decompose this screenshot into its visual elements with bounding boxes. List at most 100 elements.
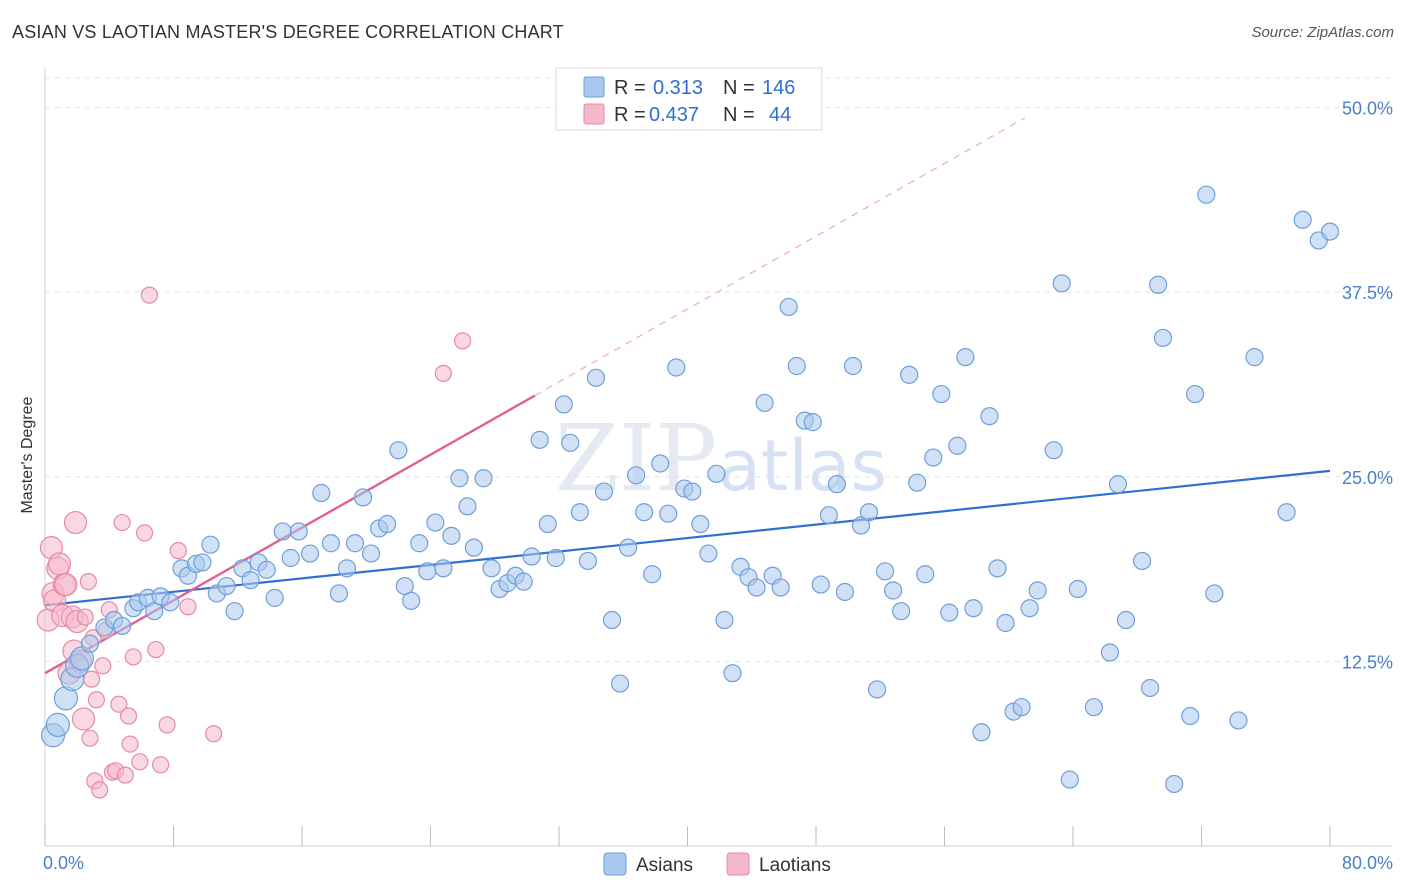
asian-point <box>464 538 483 557</box>
trend-lines <box>44 117 1331 675</box>
asian-point <box>651 454 670 473</box>
asian-point <box>683 482 702 501</box>
legend-r-label-asians: R = <box>614 77 646 99</box>
laotian-point <box>91 781 109 799</box>
asian-point <box>602 610 622 630</box>
laotian-point <box>147 640 165 659</box>
asian-point <box>1084 698 1103 717</box>
x-tick-labels: 0.0% 80.0% <box>43 853 1393 873</box>
asian-point <box>389 441 408 460</box>
asian-point <box>691 514 710 534</box>
y-tick-label: 37.5% <box>1342 283 1393 303</box>
asian-point <box>699 544 718 563</box>
bottom-legend-swatch-laotians <box>726 852 750 876</box>
laotian-point <box>179 598 197 616</box>
laotian-point <box>124 648 142 666</box>
asian-point <box>932 384 951 404</box>
asian-point <box>1108 475 1128 494</box>
chart-title: ASIAN VS LAOTIAN MASTER'S DEGREE CORRELA… <box>12 22 564 42</box>
legend-r-value-asians: 0.313 <box>653 77 703 99</box>
legend-n-label-laotians: N = <box>723 104 755 126</box>
legend-r-value-laotians: 0.437 <box>649 104 699 126</box>
source-label: Source: ZipAtlas.com <box>1251 24 1394 41</box>
legend-swatch-asians <box>583 76 605 98</box>
laotian-point <box>131 753 149 771</box>
y-tick-label: 12.5% <box>1342 652 1393 672</box>
asian-point <box>1293 210 1312 229</box>
asian-point <box>482 559 501 578</box>
asian-point <box>900 365 919 384</box>
laotian-point <box>434 364 452 382</box>
asian-points <box>40 185 1340 794</box>
laotian-point <box>54 572 78 597</box>
asian-point <box>956 348 975 367</box>
laotian-point <box>87 691 106 709</box>
asian-point <box>867 680 887 699</box>
asian-point <box>723 664 742 683</box>
asian-point <box>217 576 236 596</box>
laotian-point <box>76 608 94 626</box>
laotian-point <box>454 332 472 350</box>
laotian-point <box>71 707 96 731</box>
asian-point <box>707 464 726 483</box>
asian-point <box>835 582 855 602</box>
asian-point <box>337 559 357 578</box>
asian-point <box>811 575 830 594</box>
asian-point <box>1140 678 1160 698</box>
asian-point <box>779 297 798 317</box>
asian-point <box>948 436 967 455</box>
laotian-point <box>81 729 99 747</box>
asian-point <box>201 535 220 554</box>
asian-point <box>859 503 879 522</box>
asian-point <box>1044 441 1063 460</box>
asian-point <box>626 466 646 485</box>
bottom-legend-swatch-asians <box>603 852 627 876</box>
asian-point <box>916 565 935 584</box>
asian-point <box>225 602 244 621</box>
asian-point <box>345 534 365 553</box>
asian-point <box>1100 643 1120 662</box>
asian-point <box>530 430 549 449</box>
legend: R = 0.313 N = 146 R = 0.437 N = 44 <box>555 67 823 131</box>
asian-point <box>1181 706 1200 726</box>
asian-point <box>771 578 790 597</box>
asian-point <box>1197 185 1216 204</box>
asian-point <box>1012 698 1031 717</box>
bottom-legend: Asians Laotians <box>603 852 831 876</box>
asian-point <box>442 526 461 545</box>
laotian-point <box>116 766 134 784</box>
bottom-legend-laotians: Laotians <box>759 855 831 876</box>
asian-point <box>410 534 429 553</box>
laotian-point <box>140 286 159 304</box>
laotian-point <box>47 552 72 576</box>
asian-point <box>578 551 598 571</box>
asian-point <box>892 602 911 621</box>
laotian-point <box>110 695 128 713</box>
laotian-point <box>94 657 112 675</box>
asian-point <box>112 616 132 636</box>
legend-r-label-laotians: R = <box>614 104 646 126</box>
asian-point <box>988 559 1007 578</box>
asian-point <box>819 506 838 525</box>
asian-point <box>193 553 212 572</box>
laotian-point <box>169 542 187 560</box>
asian-point <box>827 475 846 494</box>
y-tick-labels: 12.5% 25.0% 37.5% 50.0% <box>1342 99 1393 673</box>
asian-point <box>289 522 308 541</box>
asian-point <box>715 610 734 630</box>
laotian-point <box>135 524 154 542</box>
asian-point <box>353 488 373 507</box>
axes <box>44 68 1392 847</box>
asian-point <box>843 356 863 376</box>
asian-point <box>402 591 421 610</box>
asian-point <box>964 599 983 618</box>
asian-point <box>1132 551 1152 571</box>
laotian-points <box>36 286 472 799</box>
asian-point <box>522 547 541 566</box>
asian-point <box>667 358 686 377</box>
asian-point <box>1320 222 1340 241</box>
asian-point <box>980 407 999 426</box>
asian-point <box>851 516 871 535</box>
asian-point <box>45 712 70 737</box>
asian-point <box>538 514 557 534</box>
